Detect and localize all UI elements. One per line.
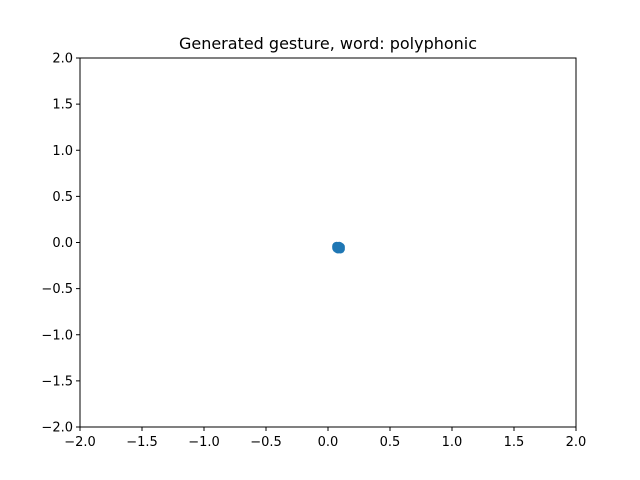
y-tick-label: 0.5 — [52, 190, 73, 205]
y-tick-label: 0.0 — [52, 236, 73, 251]
x-tick-label: −1.5 — [126, 435, 158, 450]
points-layer — [332, 241, 345, 254]
x-tick-label: −2.0 — [64, 435, 96, 450]
chart-title: Generated gesture, word: polyphonic — [179, 34, 477, 53]
plot-area — [80, 58, 576, 427]
y-axis: −2.0 −1.5 −1.0 −0.5 0.0 0.5 1.0 1.5 2.0 — [41, 52, 80, 436]
x-axis: −2.0 −1.5 −1.0 −0.5 0.0 0.5 1.0 1.5 2.0 — [64, 427, 586, 450]
x-tick-label: −1.0 — [188, 435, 220, 450]
y-tick-label: −1.0 — [41, 328, 73, 343]
y-tick-label: 1.5 — [52, 98, 73, 113]
x-tick-label: −0.5 — [250, 435, 282, 450]
x-tick-label: 0.0 — [318, 435, 339, 450]
y-tick-label: 2.0 — [52, 52, 73, 67]
x-tick-label: 1.0 — [442, 435, 463, 450]
y-tick-label: 1.0 — [52, 144, 73, 159]
x-tick-label: 2.0 — [566, 435, 587, 450]
y-tick-label: −1.5 — [41, 374, 73, 389]
x-tick-label: 0.5 — [380, 435, 401, 450]
x-tick-label: 1.5 — [504, 435, 525, 450]
data-point — [334, 242, 344, 252]
y-tick-label: −2.0 — [41, 421, 73, 436]
y-tick-label: −0.5 — [41, 282, 73, 297]
